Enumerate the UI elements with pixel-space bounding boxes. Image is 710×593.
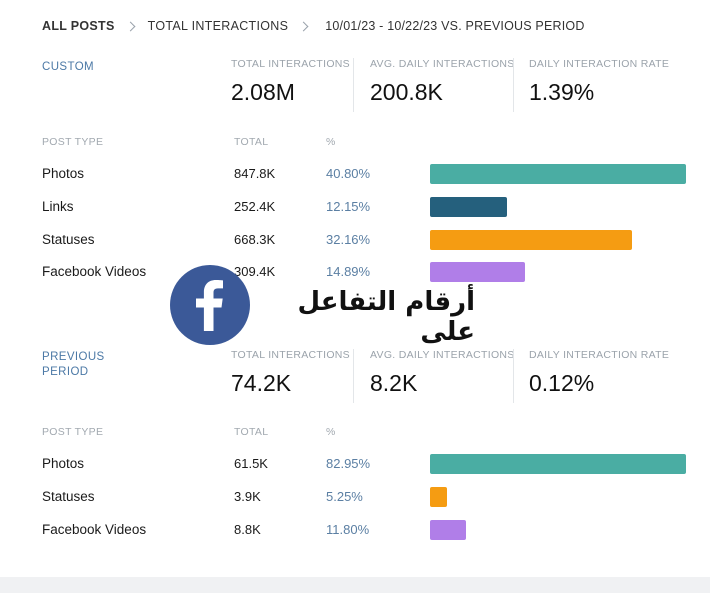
metric-label: AVG. DAILY INTERACTIONS	[370, 58, 515, 70]
table-row: Statuses 3.9K 5.25%	[0, 485, 710, 509]
metric-divider	[513, 58, 514, 112]
table-row: Facebook Videos 309.4K 14.89%	[0, 260, 710, 284]
metric-value: 74.2K	[231, 370, 292, 396]
date-range-label: 10/01/23 - 10/22/23 VS. PREVIOUS PERIOD	[325, 19, 585, 33]
custom-avg-daily-interactions: AVG. DAILY INTERACTIONS 200.8K	[370, 58, 515, 106]
post-type-percent: 32.16%	[326, 232, 371, 247]
bar-statuses[interactable]	[430, 230, 632, 250]
post-type-name: Statuses	[42, 489, 95, 504]
facebook-overlay: أرقام التفاعل على	[170, 265, 500, 347]
table-row: Statuses 668.3K 32.16%	[0, 228, 710, 252]
custom-daily-interaction-rate: DAILY INTERACTION RATE 1.39%	[529, 58, 669, 106]
metric-label: DAILY INTERACTION RATE	[529, 349, 670, 361]
metric-divider	[353, 58, 354, 112]
table-row: Photos 847.8K 40.80%	[0, 162, 710, 186]
metric-value: 2.08M	[231, 79, 295, 105]
breadcrumb: ALL POSTS TOTAL INTERACTIONS 10/01/23 - …	[42, 16, 585, 36]
facebook-logo-icon	[170, 265, 250, 345]
bar-track	[430, 454, 686, 474]
table-row: Facebook Videos 8.8K 11.80%	[0, 518, 710, 542]
metric-value: 200.8K	[370, 79, 443, 105]
post-type-percent: 11.80%	[326, 522, 370, 537]
post-type-percent: 40.80%	[326, 166, 371, 181]
post-type-total: 8.8K	[234, 522, 261, 537]
metric-divider	[353, 349, 354, 403]
post-type-name: Links	[42, 199, 74, 214]
post-type-total: 309.4K	[234, 264, 276, 279]
bar-photos[interactable]	[430, 454, 686, 474]
column-header-percent: %	[326, 426, 336, 438]
post-type-total: 61.5K	[234, 456, 268, 471]
previous-total-interactions: TOTAL INTERACTIONS 74.2K	[231, 349, 350, 397]
bar-track	[430, 164, 686, 184]
post-type-percent: 12.15%	[326, 199, 371, 214]
post-type-name: Facebook Videos	[42, 264, 147, 279]
custom-total-interactions: TOTAL INTERACTIONS 2.08M	[231, 58, 350, 106]
metric-value: 0.12%	[529, 370, 595, 396]
post-type-name: Statuses	[42, 232, 95, 247]
bar-track	[430, 262, 686, 282]
breadcrumb-total-interactions[interactable]: TOTAL INTERACTIONS	[147, 19, 289, 33]
bar-track	[430, 520, 686, 540]
metric-value: 8.2K	[370, 370, 418, 396]
column-header-total: TOTAL	[234, 136, 269, 148]
metric-divider	[513, 349, 514, 403]
post-type-total: 252.4K	[234, 199, 276, 214]
metric-value: 1.39%	[529, 79, 595, 105]
previous-avg-daily-interactions: AVG. DAILY INTERACTIONS 8.2K	[370, 349, 515, 397]
previous-section-label: PREVIOUS PERIOD	[42, 351, 105, 378]
metric-label: AVG. DAILY INTERACTIONS	[370, 349, 515, 361]
bar-facebook-videos[interactable]	[430, 262, 525, 282]
bar-track	[430, 230, 686, 250]
post-type-name: Facebook Videos	[42, 522, 147, 537]
bar-track	[430, 487, 686, 507]
column-header-total: TOTAL	[234, 426, 269, 438]
bar-facebook-videos[interactable]	[430, 520, 466, 540]
bar-photos[interactable]	[430, 164, 686, 184]
metric-label: TOTAL INTERACTIONS	[231, 349, 350, 361]
post-type-total: 3.9K	[234, 489, 261, 504]
bar-links[interactable]	[430, 197, 507, 217]
previous-daily-interaction-rate: DAILY INTERACTION RATE 0.12%	[529, 349, 669, 397]
metric-label: TOTAL INTERACTIONS	[231, 58, 350, 70]
column-header-post-type: POST TYPE	[42, 426, 104, 438]
table-row: Photos 61.5K 82.95%	[0, 452, 710, 476]
post-type-name: Photos	[42, 456, 85, 471]
column-header-percent: %	[326, 136, 336, 148]
chevron-right-icon	[125, 21, 136, 31]
bar-track	[430, 197, 686, 217]
metric-label: DAILY INTERACTION RATE	[529, 58, 670, 70]
breadcrumb-all-posts[interactable]: ALL POSTS	[42, 19, 115, 33]
post-type-total: 668.3K	[234, 232, 276, 247]
overlay-caption: أرقام التفاعل على	[297, 287, 475, 347]
footer-band	[0, 577, 710, 593]
bar-statuses[interactable]	[430, 487, 447, 507]
chevron-right-icon	[298, 21, 309, 31]
post-type-percent: 82.95%	[326, 456, 371, 471]
table-row: Links 252.4K 12.15%	[0, 195, 710, 219]
post-type-percent: 14.89%	[326, 264, 371, 279]
custom-section-label: CUSTOM	[42, 61, 95, 73]
post-type-name: Photos	[42, 166, 85, 181]
column-header-post-type: POST TYPE	[42, 136, 104, 148]
post-type-total: 847.8K	[234, 166, 276, 181]
post-type-percent: 5.25%	[326, 489, 363, 504]
